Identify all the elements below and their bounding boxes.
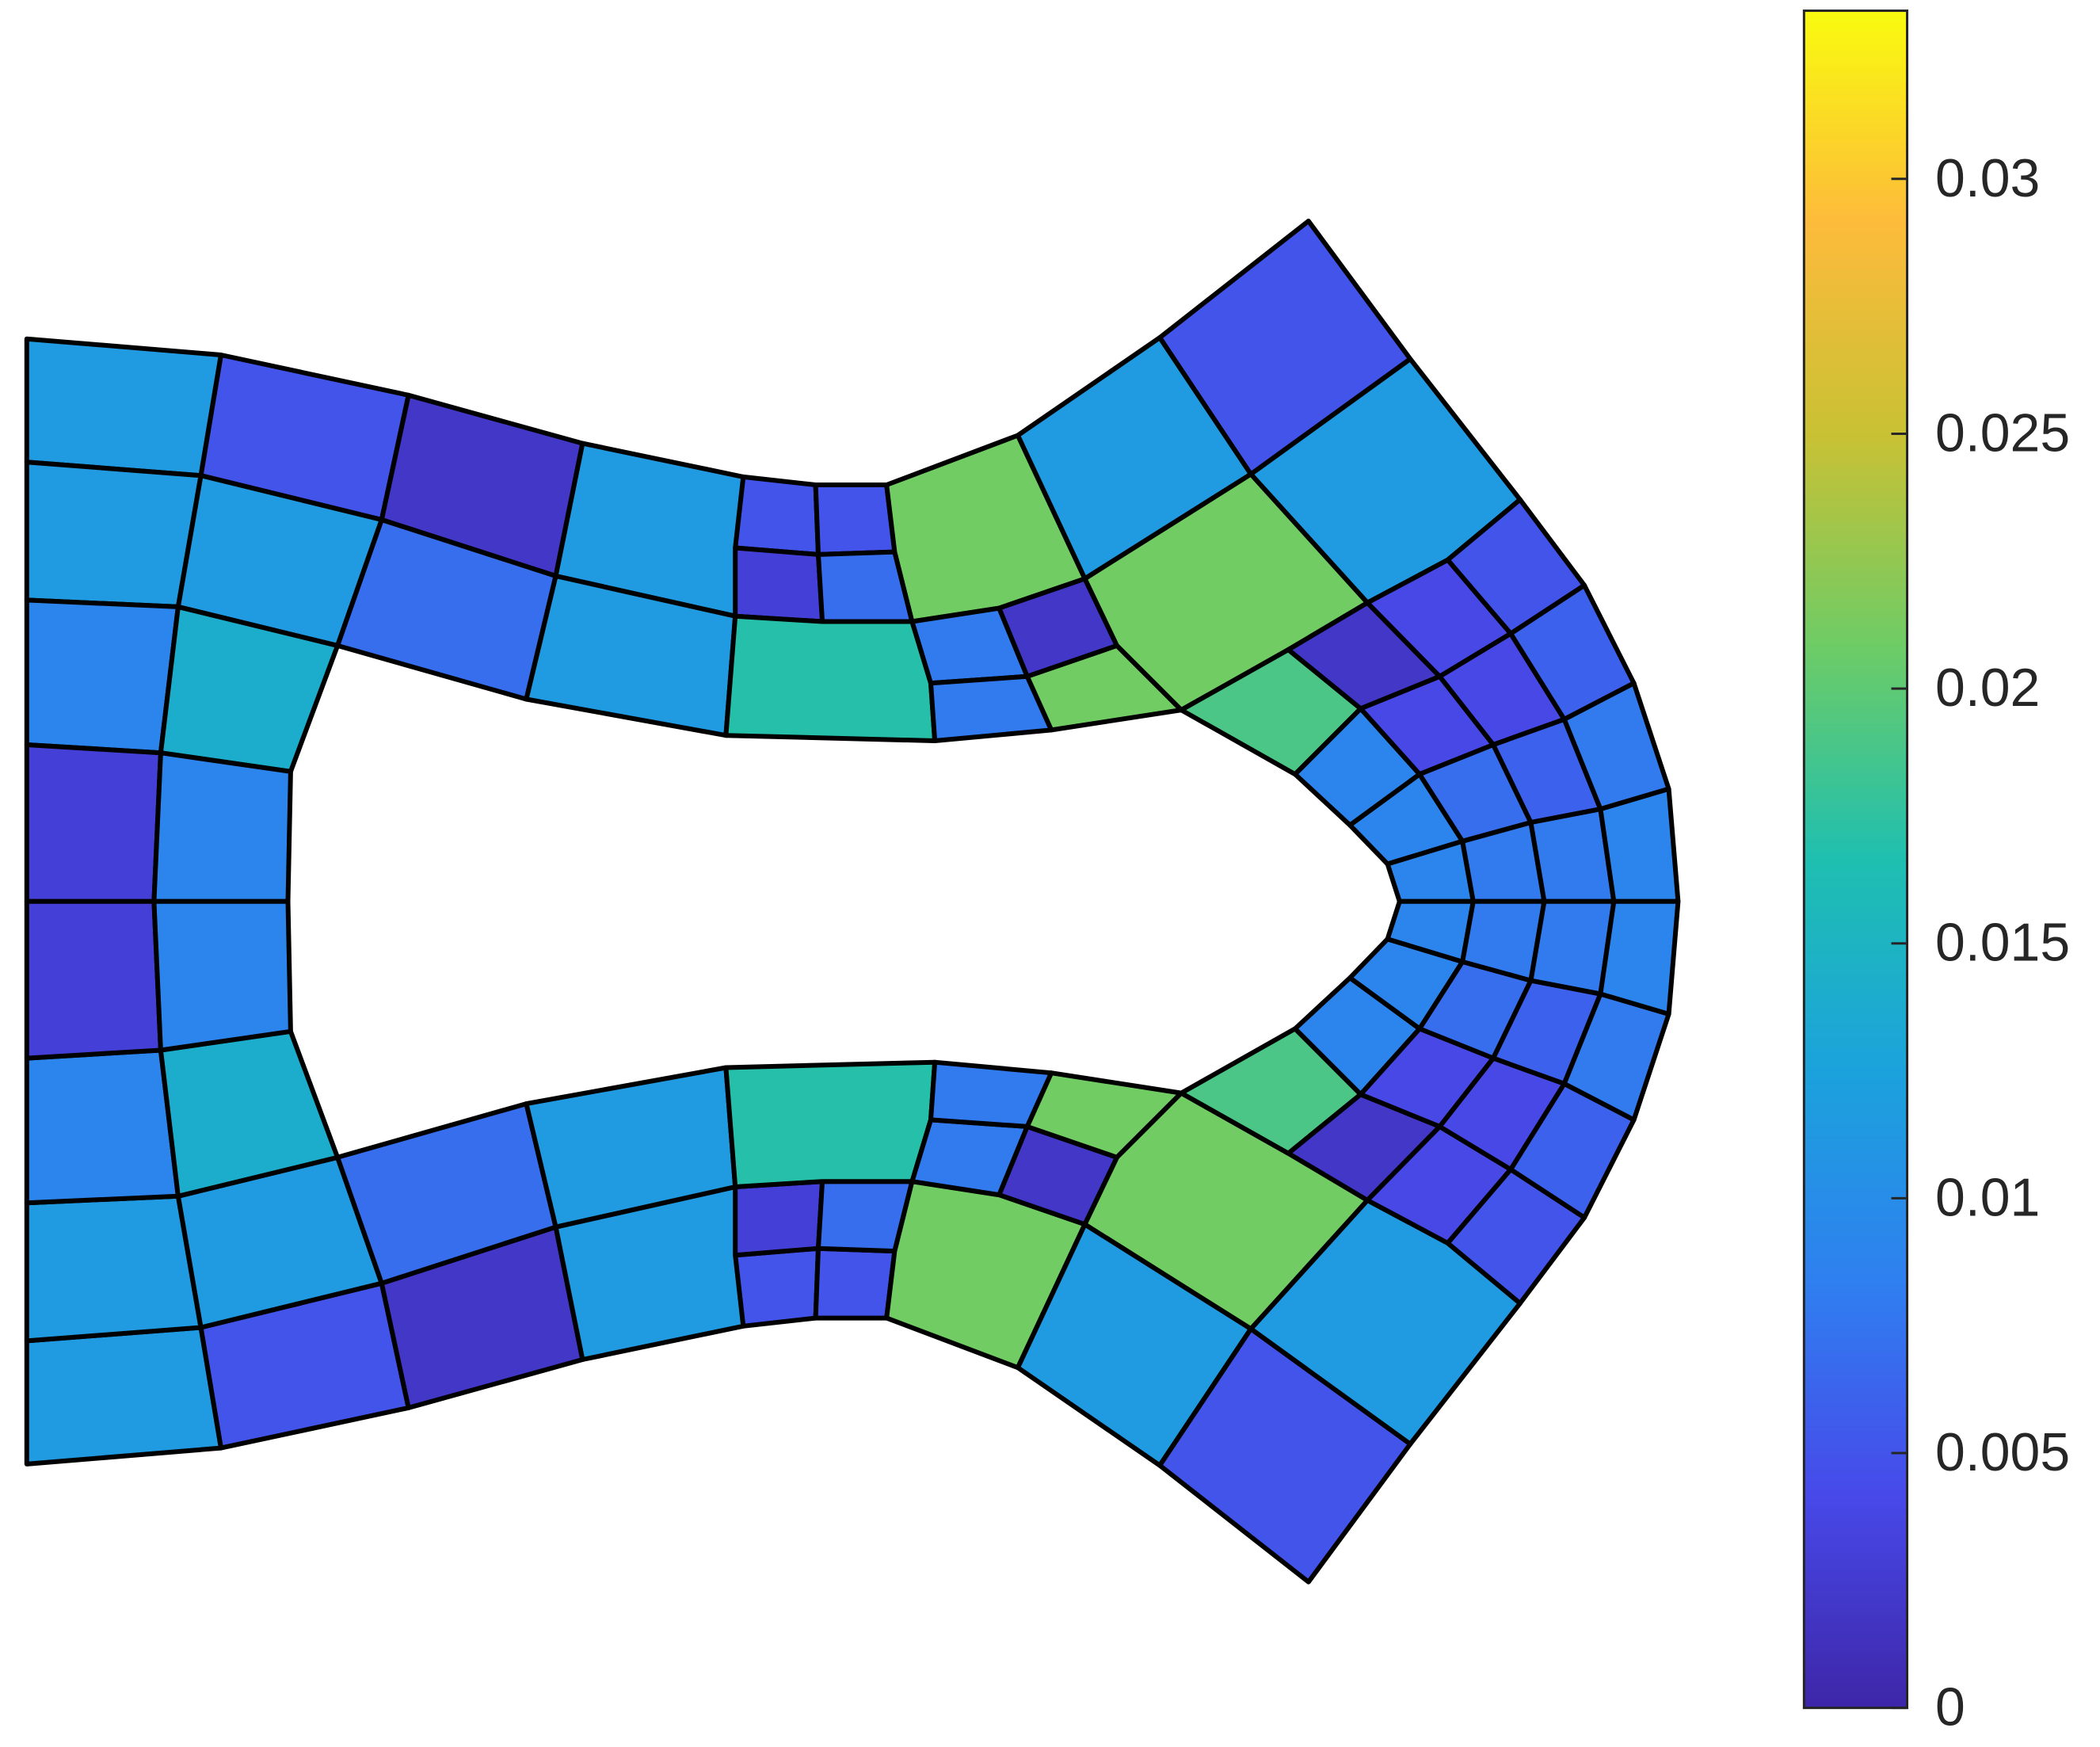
mesh-element (24, 460, 204, 609)
mesh-element (813, 483, 898, 557)
mesh-element (24, 898, 163, 1061)
y-tick-label: 0.03 (1935, 148, 2040, 208)
mesh-element (723, 1059, 938, 1189)
mesh-element (733, 1245, 821, 1329)
mesh-element (151, 898, 293, 1053)
y-tick-label: 0.02 (1935, 658, 2040, 718)
mesh-element (24, 742, 163, 904)
y-tick-label: 0.01 (1935, 1167, 2040, 1227)
mesh-element (24, 336, 223, 479)
mesh-element (1598, 898, 1681, 1017)
colorbar: 0 0.005 0.01 0.015 0.02 0.025 0.03 (1802, 10, 2070, 1737)
mesh-element (24, 1193, 204, 1344)
mesh-element (24, 1047, 181, 1206)
mesh-element (813, 1245, 898, 1321)
mesh-element (723, 613, 938, 743)
mesh-element (733, 545, 825, 624)
mesh-element (1598, 786, 1681, 904)
mesh-element (24, 597, 181, 756)
colorbar-scale (1802, 10, 1909, 1710)
y-tick-label: 0.025 (1935, 402, 2070, 463)
mesh-element (733, 1179, 825, 1258)
mesh-element (151, 750, 293, 904)
mesh-element (24, 1325, 223, 1467)
y-tick-label: 0 (1935, 1677, 1965, 1737)
y-tick-label: 0.015 (1935, 913, 2070, 973)
y-tick-label: 0.005 (1935, 1422, 2070, 1482)
mesh-element (733, 474, 821, 557)
mesh (24, 219, 1681, 1585)
